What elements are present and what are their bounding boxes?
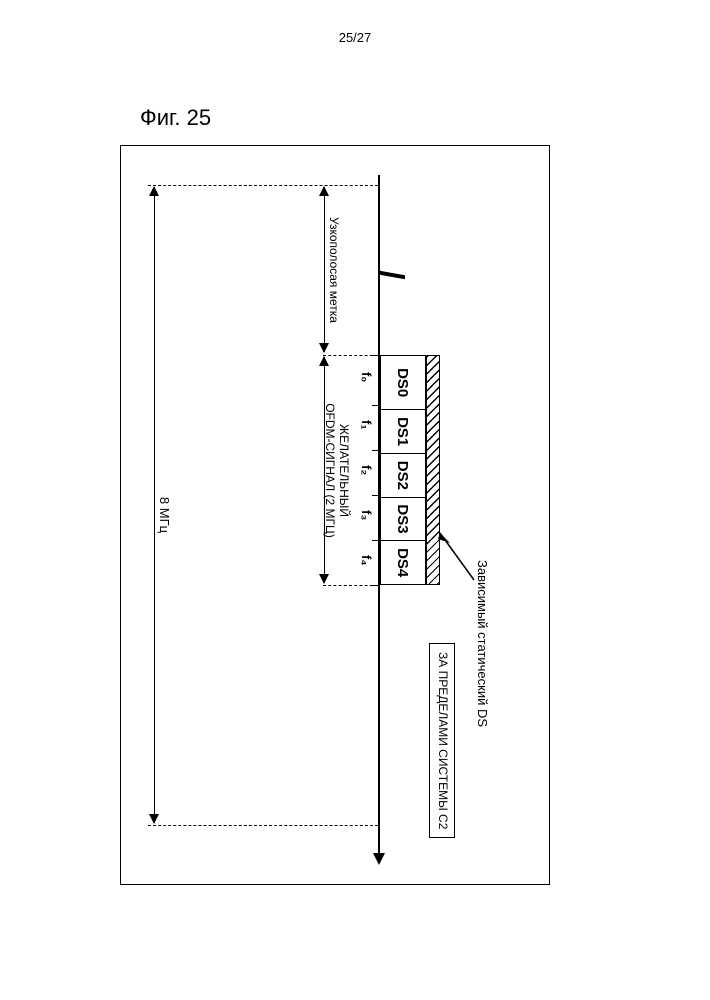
ofdm-label-line2: OFDM-СИГНАЛ (2 МГЦ): [322, 383, 336, 558]
ofdm-label-line1: ЖЕЛАТЕЛЬНЫЙ: [336, 383, 350, 558]
freq-label: f₀: [359, 372, 374, 382]
guide-dashed: [323, 585, 378, 586]
leader-arrow: [435, 525, 480, 595]
narrowband-spike: [380, 271, 405, 279]
ds-cell: DS2: [381, 453, 425, 497]
ds-cell: DS1: [381, 409, 425, 453]
frequency-axis-arrowhead: [373, 853, 385, 865]
guide-dashed: [148, 825, 378, 826]
freq-label: f₃: [359, 510, 374, 520]
measure-narrowband-label: Узкополосая метка: [327, 195, 341, 345]
tick: [372, 540, 380, 541]
freq-label: f₄: [359, 555, 374, 566]
freq-label: f₁: [359, 420, 374, 430]
outside-system-box: ЗА ПРЕДЕЛАМИ СИСТЕМЫ C2: [429, 643, 455, 838]
page-number: 25/27: [0, 30, 710, 45]
measure-ofdm-label: ЖЕЛАТЕЛЬНЫЙ OFDM-СИГНАЛ (2 МГЦ): [322, 383, 350, 558]
measure-fullband-label: 8 МГц: [157, 475, 172, 555]
ds-block-group: DS0 DS1 DS2 DS3 DS4: [380, 355, 440, 585]
guide-dashed: [148, 185, 378, 186]
ds-row: DS0 DS1 DS2 DS3 DS4: [380, 355, 426, 585]
ds-cell: DS3: [381, 497, 425, 541]
guide-dashed: [323, 355, 378, 356]
ds-cell: DS0: [381, 355, 425, 409]
ds-cell: DS4: [381, 540, 425, 585]
figure-label: Фиг. 25: [140, 105, 211, 131]
freq-label: f₂: [359, 465, 374, 475]
tick: [372, 495, 380, 496]
diagram-stage: DS0 DS1 DS2 DS3 DS4 f₀ f₁ f₂ f₃ f₄: [120, 145, 550, 885]
tick: [372, 405, 380, 406]
measure-narrowband: [324, 187, 325, 352]
tick: [372, 450, 380, 451]
measure-fullband: [154, 187, 155, 823]
